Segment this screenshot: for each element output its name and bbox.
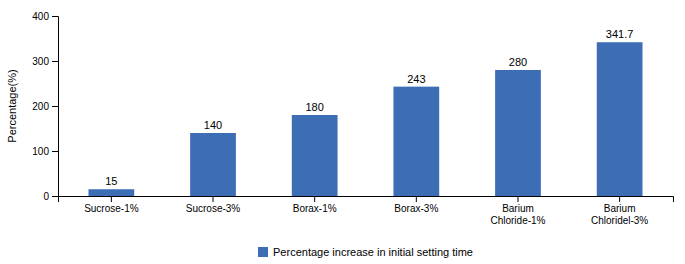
tick-label: 200 [32,101,49,112]
x-tick: Sucrose-1% [84,196,139,214]
tick-label-line: Barium [604,203,636,214]
tick-mark [213,196,214,202]
bar [393,87,439,196]
x-tick: Sucrose-3% [186,196,241,214]
tick-label: Borax-3% [394,203,438,214]
tick-mark [52,151,58,152]
tick-label: Borax-1% [293,203,337,214]
tick-label: 400 [32,11,49,22]
tick-mark [619,196,620,202]
tick-label-line: Borax-1% [293,203,337,214]
bar [292,115,338,196]
axis-line [52,17,59,197]
tick-label: Sucrose-1% [84,203,139,214]
y-tick: 300 [32,56,58,67]
tick-mark [111,196,112,202]
data-label: 15 [105,175,117,187]
x-tick: BariumChloridel-3% [591,196,648,226]
y-tick: 200 [32,101,58,112]
data-label: 140 [204,119,222,131]
bars [88,42,642,196]
x-axis: Sucrose-1% Sucrose-3% Borax-1% Borax-3% Bari… [59,196,674,226]
bar [495,70,541,196]
tick-label: BariumChloridel-3% [591,203,648,226]
chart: 0 100 200 300 400 Sucrose-1% Sucrose-3% Borax-1… [0,0,685,264]
y-tick: 400 [32,11,58,22]
tick-label-line: Borax-3% [394,203,438,214]
x-tick: Borax-3% [394,196,438,214]
x-tick: Borax-1% [293,196,337,214]
tick-mark [52,106,58,107]
legend-label: Percentage increase in initial setting t… [273,246,473,258]
tick-label-line: Sucrose-1% [84,203,139,214]
tick-label-line: Sucrose-3% [186,203,241,214]
tick-label-line: Barium [502,203,534,214]
tick-label-line: Chloridel-3% [591,215,648,226]
axis-line [59,197,674,203]
tick-label-line: Chloride-1% [490,215,545,226]
legend: Percentage increase in initial setting t… [258,246,473,258]
data-label: 243 [407,73,425,85]
tick-mark [517,196,518,202]
tick-label: 0 [43,191,49,202]
bar [597,42,643,196]
tick-label: Sucrose-3% [186,203,241,214]
tick-mark [52,16,58,17]
data-labels: 15 140 180 243 280 341.7 [105,28,633,187]
data-label: 180 [305,101,323,113]
tick-label: BariumChloride-1% [490,203,545,226]
tick-mark [52,61,58,62]
tick-label: 300 [32,56,49,67]
tick-mark [416,196,417,202]
tick-mark [314,196,315,202]
tick-mark [52,196,58,197]
y-tick: 100 [32,146,58,157]
data-label: 341.7 [606,28,634,40]
x-tick: BariumChloride-1% [490,196,545,226]
y-axis-title: Percentage(%) [6,69,18,142]
y-axis: 0 100 200 300 400 [32,11,58,202]
legend-item: Percentage increase in initial setting t… [258,246,473,258]
data-label: 280 [509,56,527,68]
y-tick: 0 [43,191,58,202]
bar [190,133,236,196]
bar [88,189,134,196]
tick-label: 100 [32,146,49,157]
legend-swatch [258,247,268,257]
plot: 0 100 200 300 400 Sucrose-1% Sucrose-3% Borax-1… [6,11,674,226]
